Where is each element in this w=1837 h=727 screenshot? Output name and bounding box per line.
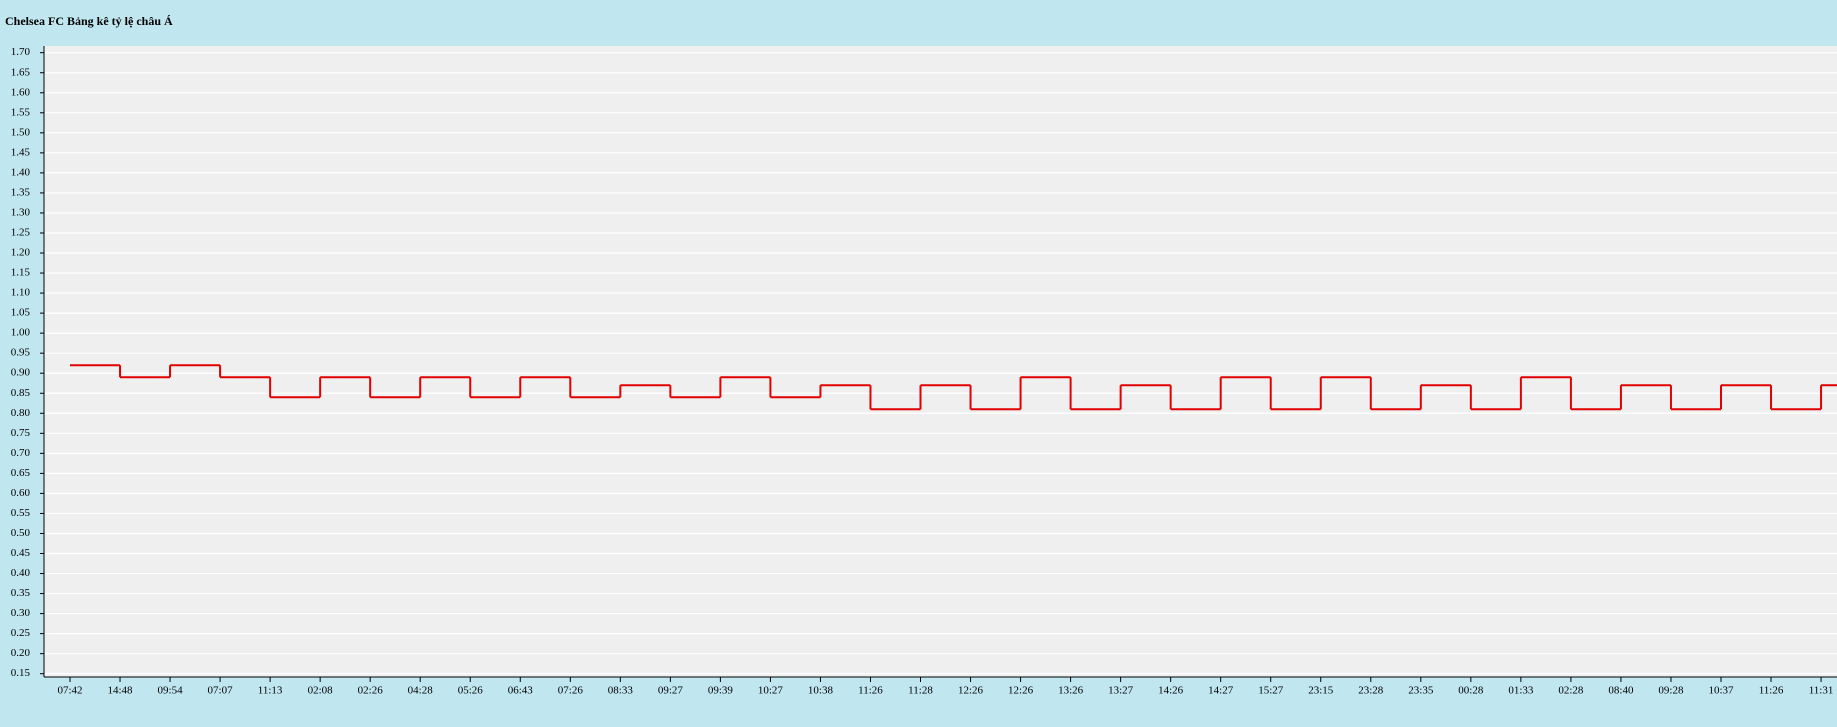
x-tick-label: 06:43: [508, 685, 534, 697]
plot-area: [44, 46, 1837, 677]
x-tick-label: 05:26: [458, 685, 484, 697]
x-tick-label: 09:39: [708, 685, 734, 697]
y-tick-label: 0.25: [11, 627, 31, 639]
y-tick-label: 0.65: [11, 467, 31, 479]
x-tick-label: 23:28: [1358, 685, 1384, 697]
y-tick-label: 0.85: [11, 387, 31, 399]
y-tick-label: 0.30: [11, 607, 31, 619]
y-tick-label: 1.15: [11, 267, 31, 279]
y-tick-label: 0.60: [11, 487, 31, 499]
x-tick-label: 00:28: [1458, 685, 1484, 697]
y-tick-label: 0.75: [11, 427, 31, 439]
y-tick-label: 1.10: [11, 287, 31, 299]
y-tick-label: 1.30: [11, 206, 31, 218]
y-tick-label: 1.65: [11, 66, 31, 78]
x-tick-label: 11:28: [908, 685, 933, 697]
x-tick-label: 08:33: [608, 685, 634, 697]
y-tick-label: 1.60: [11, 86, 31, 98]
y-tick-label: 0.55: [11, 507, 31, 519]
x-tick-label: 02:26: [358, 685, 384, 697]
y-tick-label: 0.20: [11, 647, 31, 659]
x-tick-label: 23:35: [1408, 685, 1434, 697]
x-tick-label: 02:08: [308, 685, 334, 697]
x-tick-label: 14:27: [1208, 685, 1234, 697]
y-tick-label: 0.80: [11, 407, 31, 419]
x-tick-label: 11:26: [1759, 685, 1784, 697]
y-tick-label: 1.45: [11, 146, 31, 158]
y-tick-label: 0.70: [11, 447, 31, 459]
y-tick-label: 0.95: [11, 347, 31, 359]
x-tick-label: 07:07: [208, 685, 234, 697]
chart-title: Chelsea FC Bảng kê tỷ lệ châu Á: [5, 14, 173, 28]
y-tick-label: 1.40: [11, 166, 31, 178]
x-tick-label: 14:26: [1158, 685, 1184, 697]
x-tick-label: 10:38: [808, 685, 834, 697]
x-tick-label: 04:28: [408, 685, 434, 697]
y-tick-label: 0.15: [11, 667, 31, 679]
y-tick-label: 1.05: [11, 307, 31, 319]
x-tick-label: 09:27: [658, 685, 684, 697]
x-tick-label: 07:42: [57, 685, 82, 697]
x-tick-label: 11:13: [258, 685, 283, 697]
y-tick-label: 0.35: [11, 587, 31, 599]
x-tick-label: 13:26: [1058, 685, 1084, 697]
x-tick-label: 15:27: [1258, 685, 1284, 697]
y-tick-label: 1.35: [11, 186, 31, 198]
x-tick-label: 01:33: [1508, 685, 1534, 697]
y-tick-label: 0.50: [11, 527, 31, 539]
x-tick-label: 08:40: [1608, 685, 1634, 697]
y-tick-label: 1.70: [11, 46, 31, 58]
y-tick-label: 1.50: [11, 126, 31, 138]
x-tick-label: 11:31: [1809, 685, 1834, 697]
x-tick-label: 10:27: [758, 685, 784, 697]
y-tick-label: 0.90: [11, 367, 31, 379]
x-tick-label: 02:28: [1558, 685, 1584, 697]
x-tick-label: 23:15: [1308, 685, 1334, 697]
x-tick-label: 07:26: [558, 685, 584, 697]
y-tick-label: 1.25: [11, 227, 31, 239]
header: [0, 0, 1837, 46]
y-tick-label: 1.55: [11, 106, 31, 118]
x-tick-label: 12:26: [958, 685, 984, 697]
x-tick-label: 13:27: [1108, 685, 1134, 697]
y-tick-label: 1.00: [11, 327, 31, 339]
x-tick-label: 09:28: [1658, 685, 1684, 697]
y-tick-label: 0.40: [11, 567, 31, 579]
x-tick-label: 14:48: [107, 685, 133, 697]
x-tick-label: 09:54: [158, 685, 184, 697]
y-tick-label: 1.20: [11, 247, 31, 259]
x-tick-label: 10:37: [1708, 685, 1734, 697]
x-tick-label: 12:26: [1008, 685, 1034, 697]
x-tick-label: 11:26: [858, 685, 883, 697]
y-tick-label: 0.45: [11, 547, 31, 559]
